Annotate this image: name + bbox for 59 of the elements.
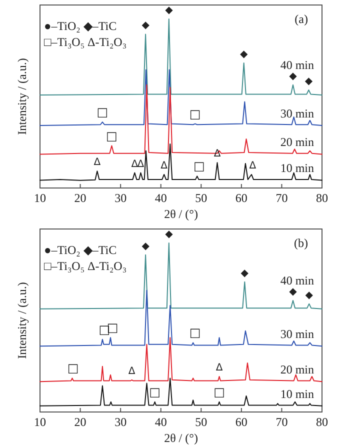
annotation: Δ xyxy=(216,362,223,374)
annotation: □ xyxy=(106,128,118,143)
x-tick-label: 80 xyxy=(316,415,328,429)
x-tick-label: 30 xyxy=(114,415,127,429)
x-tick-label: 50 xyxy=(195,415,208,429)
x-axis-title: 2θ / (°) xyxy=(164,431,198,445)
x-tick-label: 10 xyxy=(34,191,46,205)
series-label: 40 min xyxy=(280,58,314,72)
annotation: Δ xyxy=(249,160,256,172)
x-tick-label: 20 xyxy=(74,415,86,429)
x-tick-label: 70 xyxy=(276,415,288,429)
annotation: ◆ xyxy=(289,70,298,82)
x-tick-label: 50 xyxy=(195,191,208,205)
series-label: 20 min xyxy=(280,135,314,150)
annotation: □ xyxy=(214,384,225,399)
x-tick-label: 60 xyxy=(235,191,248,205)
annotation: □ xyxy=(149,384,160,399)
annotation: □ xyxy=(67,361,79,376)
series-label: 10 min xyxy=(280,161,314,176)
annotation: ◆ xyxy=(304,76,313,87)
annotation: Δ xyxy=(131,158,138,170)
annotation: □ xyxy=(96,105,108,120)
annotation: Δ xyxy=(94,157,101,168)
series-label: 30 min xyxy=(280,106,314,120)
y-axis-title: Intensity / (a.u.) xyxy=(15,282,29,359)
annotation: Δ xyxy=(128,366,136,377)
annotation: □ xyxy=(193,159,205,174)
annotation: ◆ xyxy=(165,5,174,16)
annotation: □–Ti₃O₅ Δ-Ti₂O₃ xyxy=(44,259,127,273)
series-label: 10 min xyxy=(280,386,314,401)
annotation: ◆ xyxy=(289,286,298,298)
x-tick-label: 40 xyxy=(154,415,167,429)
chart-title: (b) xyxy=(294,236,308,250)
annotation: ◆ xyxy=(240,48,248,60)
annotation: ◆ xyxy=(240,268,249,279)
annotation: □ xyxy=(189,326,201,340)
series-label: 30 min xyxy=(280,327,314,342)
annotation: ◆ xyxy=(142,240,150,252)
annotation: ◆ xyxy=(305,290,314,301)
annotation: ◆ xyxy=(165,229,174,240)
x-tick-label: 70 xyxy=(276,191,288,205)
x-axis-title: 2θ / (°) xyxy=(164,207,198,221)
annotation: □–Ti₃O₅ Δ-Ti₂O₃ xyxy=(44,35,127,49)
x-tick-label: 20 xyxy=(74,191,86,205)
annotation: Δ xyxy=(160,160,168,172)
annotation: □ xyxy=(189,106,201,121)
annotation: ●–TiO₂ ◆–TiC xyxy=(44,19,117,33)
x-tick-label: 30 xyxy=(114,191,127,205)
annotation: ◆ xyxy=(142,20,150,32)
chart-title: (a) xyxy=(294,12,308,26)
annotation: Δ xyxy=(137,158,144,170)
x-tick-label: 60 xyxy=(235,415,248,429)
x-tick-label: 80 xyxy=(316,191,328,205)
series-label: 20 min xyxy=(280,362,314,377)
x-tick-label: 10 xyxy=(34,415,46,429)
x-tick-label: 40 xyxy=(154,191,167,205)
annotation: ●–TiO₂ ◆–TiC xyxy=(44,243,117,257)
series-label: 40 min xyxy=(280,273,314,288)
y-axis-title: Intensity / (a.u.) xyxy=(15,58,29,135)
